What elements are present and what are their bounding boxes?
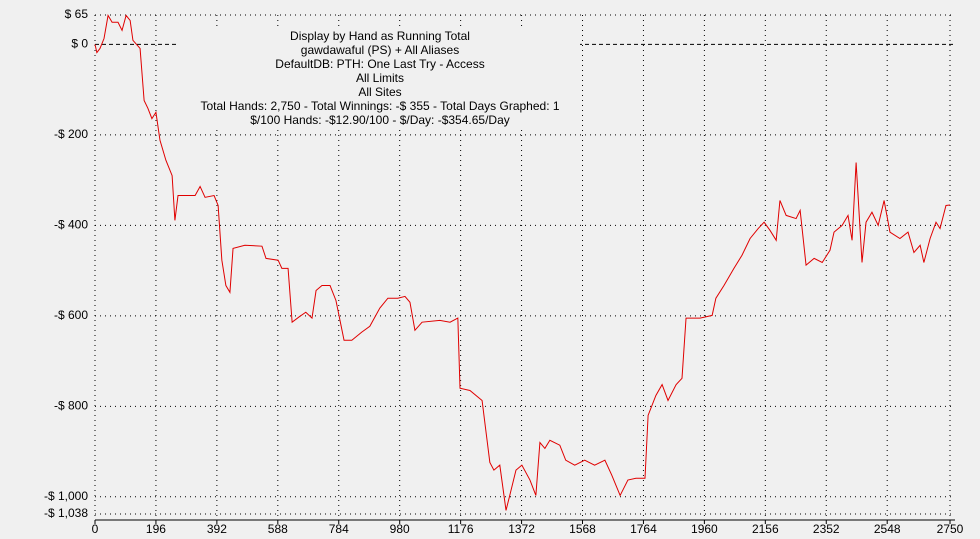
x-tick-label: 784 xyxy=(329,522,349,536)
x-tick-label: 1372 xyxy=(508,522,535,536)
x-tick-label: 1764 xyxy=(630,522,657,536)
y-tick-label: -$ 200 xyxy=(54,127,88,141)
x-tick-label: 2548 xyxy=(874,522,901,536)
caption-line: gawdawaful (PS) + All Aliases xyxy=(301,43,459,57)
x-tick-label: 196 xyxy=(146,522,166,536)
y-tick-label: -$ 400 xyxy=(54,218,88,232)
caption: Display by Hand as Running Totalgawdawaf… xyxy=(200,29,559,127)
x-tick-label: 1568 xyxy=(569,522,596,536)
caption-line: All Sites xyxy=(358,85,401,99)
caption-line: Display by Hand as Running Total xyxy=(290,29,470,43)
x-tick-label: 1176 xyxy=(448,522,474,536)
y-tick-label: $ 0 xyxy=(71,37,88,51)
x-tick-label: 980 xyxy=(390,522,410,536)
caption-line: Total Hands: 2,750 - Total Winnings: -$ … xyxy=(200,99,559,113)
plot: $ 65 $ 0 -$ 200 -$ 400 -$ 600 -$ 800 -$ 1,000 -… xyxy=(44,7,964,536)
caption-line: All Limits xyxy=(356,71,404,85)
x-tick-label: 392 xyxy=(207,522,227,536)
x-tick-label: 0 xyxy=(92,522,99,536)
caption-line: DefaultDB: PTH: One Last Try - Access xyxy=(275,57,484,71)
y-tick-label: -$ 1,038 xyxy=(44,506,88,520)
grid xyxy=(94,14,955,520)
caption-box xyxy=(176,30,580,128)
y-tick-label: -$ 800 xyxy=(54,399,88,413)
x-tick-label: 588 xyxy=(268,522,288,536)
x-tick-label: 1960 xyxy=(691,522,718,536)
x-tick-label: 2750 xyxy=(937,522,964,536)
x-tick-label: 2156 xyxy=(752,522,779,536)
caption-line: $/100 Hands: -$12.90/100 - $/Day: -$354.… xyxy=(250,113,510,127)
x-tick-label: 2352 xyxy=(813,522,840,536)
y-tick-label: $ 65 xyxy=(65,7,89,21)
y-tick-label: -$ 1,000 xyxy=(44,489,88,503)
series-line xyxy=(94,14,951,511)
y-tick-label: -$ 600 xyxy=(54,308,88,322)
